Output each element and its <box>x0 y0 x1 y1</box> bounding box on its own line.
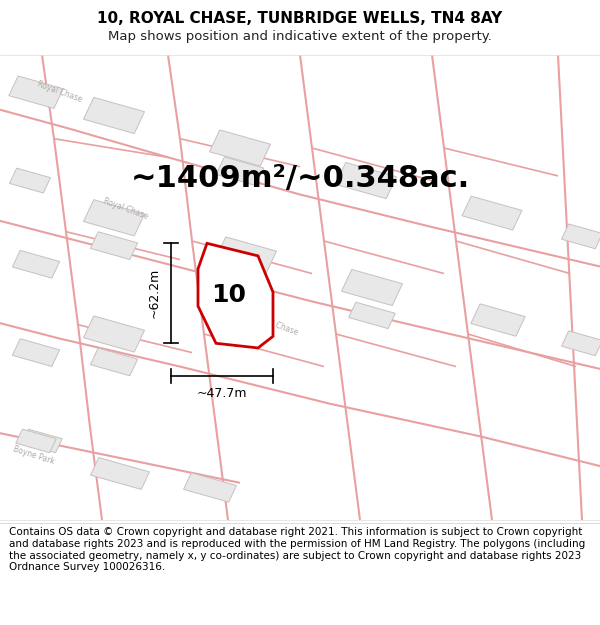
Polygon shape <box>184 472 236 502</box>
Text: ~1409m²/~0.348ac.: ~1409m²/~0.348ac. <box>130 164 470 192</box>
Polygon shape <box>83 316 145 352</box>
Text: Royal Chase: Royal Chase <box>252 312 299 337</box>
Polygon shape <box>462 196 522 230</box>
Polygon shape <box>349 302 395 329</box>
Text: Royal Chase: Royal Chase <box>102 196 149 221</box>
Polygon shape <box>223 269 269 297</box>
Polygon shape <box>9 76 63 108</box>
Polygon shape <box>83 98 145 134</box>
Polygon shape <box>341 269 403 306</box>
Text: Map shows position and indicative extent of the property.: Map shows position and indicative extent… <box>108 30 492 43</box>
Polygon shape <box>91 458 149 489</box>
Polygon shape <box>13 339 59 366</box>
Text: Contains OS data © Crown copyright and database right 2021. This information is : Contains OS data © Crown copyright and d… <box>9 528 585 572</box>
Polygon shape <box>198 243 273 348</box>
Polygon shape <box>335 162 397 199</box>
Polygon shape <box>13 251 59 278</box>
Polygon shape <box>22 429 62 452</box>
Polygon shape <box>562 224 600 249</box>
Polygon shape <box>209 130 271 166</box>
Text: 10, ROYAL CHASE, TUNBRIDGE WELLS, TN4 8AY: 10, ROYAL CHASE, TUNBRIDGE WELLS, TN4 8A… <box>97 11 503 26</box>
Polygon shape <box>91 348 137 376</box>
Polygon shape <box>562 331 600 356</box>
Text: 10: 10 <box>212 282 247 307</box>
Polygon shape <box>215 237 277 273</box>
Polygon shape <box>471 304 525 336</box>
Text: Boyne Park: Boyne Park <box>12 444 56 466</box>
Text: ~62.2m: ~62.2m <box>147 268 160 318</box>
Polygon shape <box>91 232 137 259</box>
Polygon shape <box>10 168 50 193</box>
Polygon shape <box>216 157 264 186</box>
Text: ~47.7m: ~47.7m <box>197 388 247 401</box>
Polygon shape <box>83 199 145 236</box>
Text: Royal Chase: Royal Chase <box>36 80 83 104</box>
Polygon shape <box>16 429 56 452</box>
